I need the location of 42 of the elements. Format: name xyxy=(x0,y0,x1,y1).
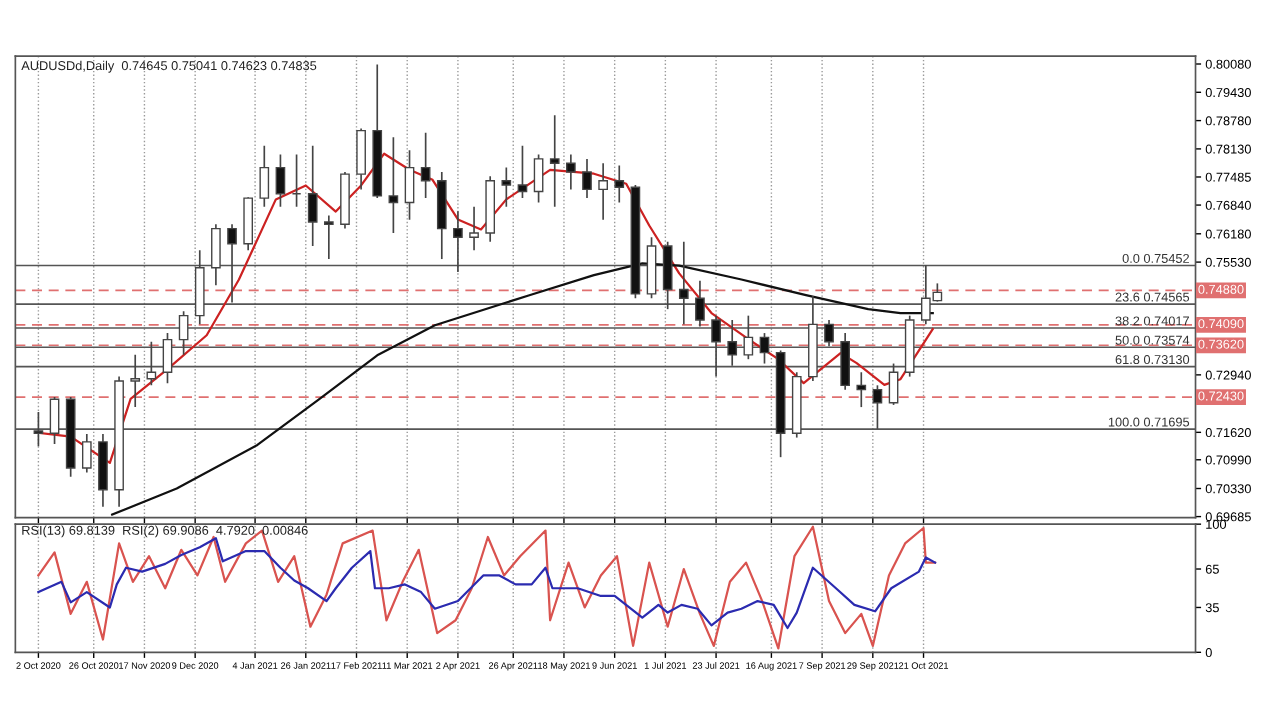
candlestick xyxy=(566,153,576,191)
candlestick xyxy=(162,332,173,384)
candlestick xyxy=(549,114,560,208)
candlestick xyxy=(178,310,189,356)
candlestick xyxy=(436,171,447,260)
candlestick xyxy=(356,127,366,191)
candlestick xyxy=(49,396,60,445)
candlestick xyxy=(598,162,608,221)
candlestick xyxy=(840,332,851,391)
candlestick xyxy=(130,354,141,408)
candlestick xyxy=(856,371,867,408)
candlestick xyxy=(743,314,754,361)
candlestick xyxy=(517,145,528,199)
candlestick xyxy=(81,433,92,474)
candlestick xyxy=(194,249,205,326)
candlestick xyxy=(872,384,883,430)
candlestick xyxy=(323,214,334,260)
candlestick xyxy=(259,145,270,208)
candlestick xyxy=(727,319,738,367)
candlestick xyxy=(824,319,834,347)
candlestick xyxy=(646,236,657,300)
candlestick xyxy=(275,153,286,208)
candlestick xyxy=(888,362,899,406)
line-series xyxy=(37,537,937,630)
candlestick xyxy=(404,149,415,221)
candlestick xyxy=(582,158,592,199)
candlestick xyxy=(501,166,512,208)
candlestick xyxy=(243,196,254,252)
candlestick xyxy=(453,210,463,273)
candlestick xyxy=(307,145,318,247)
candlestick xyxy=(614,164,625,204)
candlestick xyxy=(388,136,399,234)
candlestick xyxy=(33,411,44,448)
candlestick xyxy=(759,332,770,365)
candlestick xyxy=(98,433,108,508)
candlestick xyxy=(711,314,721,378)
candlestick xyxy=(469,205,479,252)
candlestick xyxy=(211,223,221,287)
candlestick xyxy=(695,279,705,328)
candlestick xyxy=(227,223,237,304)
candlestick xyxy=(420,131,431,199)
candlestick xyxy=(533,153,544,204)
